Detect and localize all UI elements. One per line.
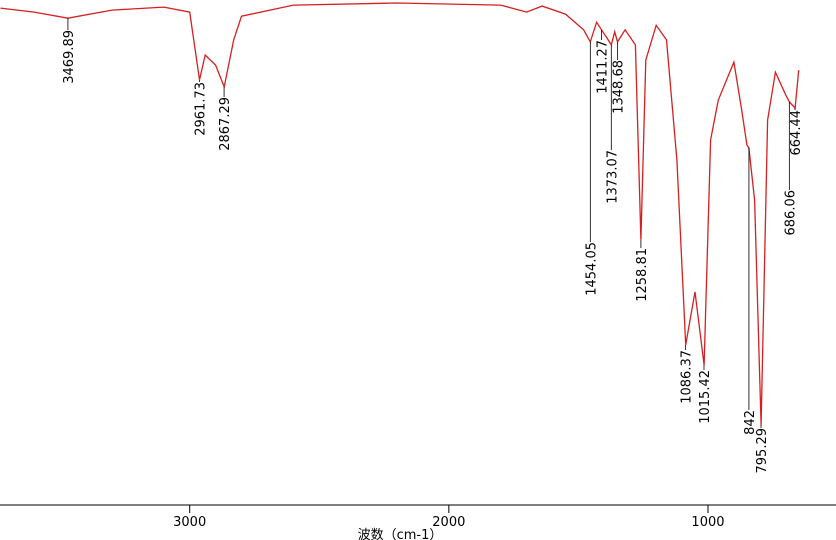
peak-label: 3469.89 [62,30,77,84]
peak-label: 1411.27 [595,40,610,94]
peak-label: 1258.81 [635,248,650,302]
peak-label: 2867.29 [218,97,233,151]
peak-label: 686.06 [783,190,798,236]
x-axis-label: 波数（cm-1） [358,528,443,540]
spectrum-line [0,2,800,426]
peak-label: 1015.42 [698,370,713,424]
peak-label: 842 [743,410,758,435]
peak-label: 795.29 [755,428,770,474]
peak-label: 1348.68 [612,60,627,114]
peak-label: 1454.05 [584,242,599,296]
x-tick-label: 1000 [691,515,724,530]
peak-label: 1373.07 [605,150,620,204]
x-tick-label: 2000 [432,515,465,530]
peak-label: 1086.37 [680,350,695,404]
peak-label: 2961.73 [194,82,209,136]
x-tick-label: 3000 [173,515,206,530]
peak-label: 664.44 [789,110,804,156]
